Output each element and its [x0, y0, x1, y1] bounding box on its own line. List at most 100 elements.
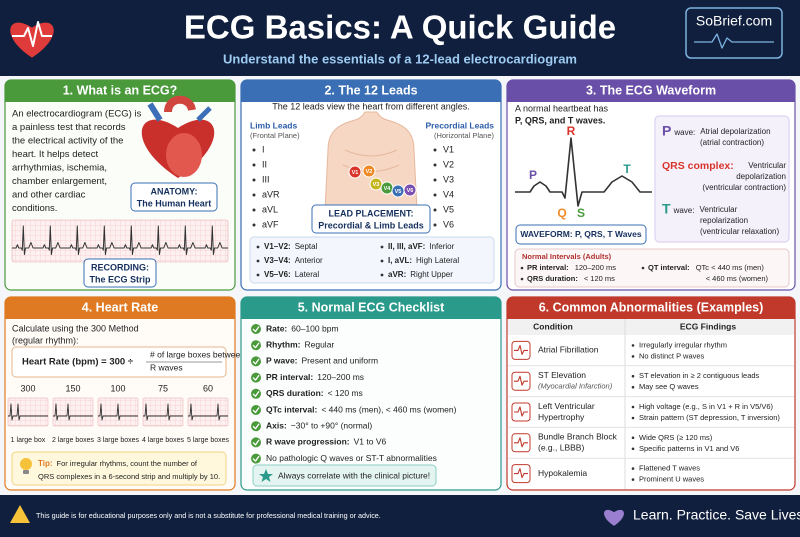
check-icon — [251, 372, 261, 383]
wave-suffix: wave: — [673, 128, 695, 137]
electrode-label: V4 — [384, 186, 392, 192]
rate-value: 60 — [203, 383, 213, 393]
caption-box — [130, 182, 218, 212]
condition-name: Bundle Branch Block — [538, 432, 618, 442]
waveform-trace — [515, 137, 652, 207]
panel-title: 1. What is an ECG? — [63, 83, 178, 97]
group-leads: V1–V2: — [264, 242, 291, 251]
bullet — [631, 374, 635, 378]
bullet — [252, 148, 256, 152]
lead-name: aVF — [262, 219, 279, 229]
group-leads: V5–V6: — [264, 270, 291, 279]
interval-value: < 460 ms (women) — [706, 274, 769, 283]
interval-name: PR interval: — [527, 263, 569, 272]
column-header: ECG Findings — [680, 321, 736, 331]
group-leads: II, III, aVF: — [388, 242, 425, 251]
bullet — [433, 163, 437, 167]
electrode — [362, 164, 376, 178]
check-icon — [251, 453, 261, 464]
condition-name: (e.g., LBBB) — [538, 443, 584, 453]
caption: The ECG Strip — [89, 274, 151, 284]
check-icon — [251, 340, 261, 351]
check-icon — [251, 324, 261, 334]
wave-name: QRS complex: — [662, 160, 734, 172]
group-leads: aVR: — [388, 270, 406, 279]
bullet — [433, 223, 437, 227]
check-label: R wave progression: — [266, 437, 350, 447]
slogan-heart-icon — [604, 509, 624, 526]
wave-suffix: wave: — [673, 206, 695, 215]
lead-name: V1 — [443, 144, 454, 154]
body-text: and other cardiac — [12, 190, 86, 201]
check-label: QRS duration: — [266, 388, 324, 398]
intro: A normal heartbeat has — [515, 103, 609, 113]
note-box — [252, 464, 437, 487]
condition-icon-glyph — [514, 437, 528, 448]
wave-label: T — [623, 162, 631, 176]
wave-description: repolarization — [700, 216, 748, 225]
rate-trace — [53, 403, 93, 421]
finding: No distinct P waves — [639, 351, 705, 360]
panel-header — [507, 311, 795, 319]
electrode-label: V5 — [395, 189, 402, 195]
rate-value: 150 — [65, 383, 80, 393]
intro: (regular rhythm): — [12, 335, 79, 345]
electrode-label: V3 — [373, 182, 380, 188]
caption-box — [515, 224, 647, 245]
column-title: Precordial Leads — [425, 120, 494, 130]
finding: Strain pattern (ST depression, T inversi… — [639, 413, 780, 422]
finding: Prominent U waves — [639, 475, 704, 484]
bullet — [631, 405, 635, 409]
check-mark — [252, 326, 260, 333]
lead-name: I — [262, 144, 265, 154]
check-icon — [251, 388, 261, 399]
check-mark — [252, 407, 260, 414]
electrode — [403, 183, 417, 197]
tip-bulb-icon — [20, 458, 32, 470]
check-label: Axis: — [266, 420, 287, 430]
logo: SoBrief.com — [696, 13, 772, 29]
table-header — [508, 319, 794, 335]
intro-bold: P, QRS, and T waves. — [515, 115, 605, 125]
page-subtitle: Understand the essentials of a 12-lead e… — [223, 51, 577, 66]
check-value: −30° to +90° (normal) — [291, 420, 373, 430]
check-mark — [252, 342, 260, 349]
box-count: 2 large boxes — [52, 437, 95, 444]
condition-name: ST Elevation — [538, 370, 586, 380]
check-label: Rhythm: — [266, 339, 301, 349]
caption-box — [83, 258, 157, 288]
note: Always correlate with the clinical pictu… — [278, 470, 430, 480]
bullet — [631, 447, 635, 451]
rate-strip — [97, 397, 139, 427]
check-value: Present and uniform — [302, 356, 379, 366]
bullet — [631, 344, 635, 347]
wave-label: R — [567, 124, 576, 138]
caption: The Human Heart — [137, 198, 212, 208]
check-mark — [252, 439, 260, 446]
bullet — [520, 277, 524, 281]
group-view: Septal — [295, 242, 318, 251]
check-label: QTc interval: — [266, 404, 317, 414]
caption-label: LEAD PLACEMENT: — [329, 208, 414, 218]
bullet — [520, 266, 524, 270]
wave-description: (atrial contraction) — [700, 138, 764, 147]
intro: The 12 leads view the heart from differe… — [272, 101, 469, 111]
tip-label: Tip: — [38, 459, 53, 468]
wave-name: P — [662, 123, 671, 139]
bullet — [252, 163, 256, 167]
panel-header — [5, 311, 235, 319]
bullet — [380, 273, 384, 277]
intervals-box — [514, 248, 790, 288]
finding: Wide QRS (≥ 120 ms) — [639, 433, 713, 442]
rate-value: 300 — [20, 383, 35, 393]
rate-trace — [143, 403, 183, 421]
lead-name: V4 — [443, 189, 454, 199]
lead-name: V2 — [443, 159, 454, 169]
check-mark — [252, 390, 260, 397]
bullet — [252, 178, 256, 182]
disclaimer: This guide is for educational purposes o… — [36, 511, 381, 520]
group-view: Anterior — [295, 256, 323, 265]
bullet — [380, 245, 384, 249]
panel-header — [5, 94, 235, 102]
warning-icon — [10, 505, 30, 523]
